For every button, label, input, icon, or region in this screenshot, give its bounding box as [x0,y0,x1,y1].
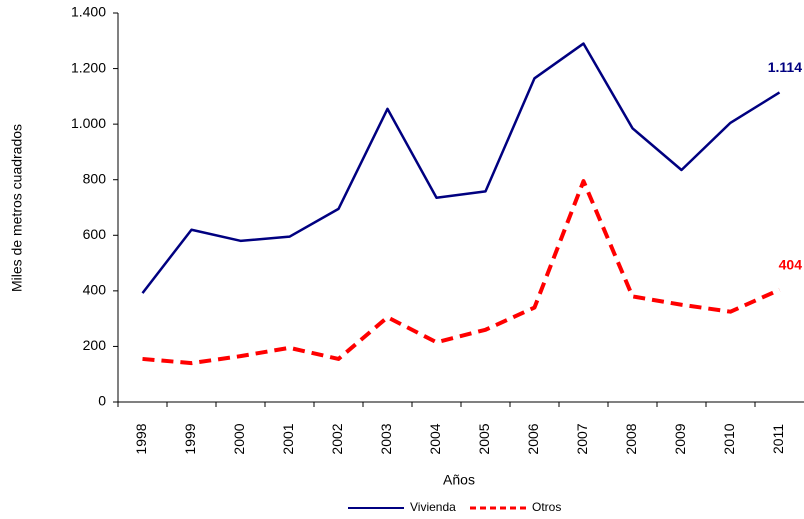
x-tick-label: 2008 [623,423,639,454]
legend-label: Vivienda [410,500,456,514]
y-axis-label: Miles de metros cuadrados [9,124,25,292]
x-tick-label: 2005 [476,423,492,454]
x-axis-label: Años [443,472,475,488]
x-tick-label: 2002 [329,423,345,454]
y-tick-label: 1.000 [71,115,106,131]
x-tick-label: 2001 [280,423,296,454]
y-tick-label: 200 [83,337,107,353]
y-tick-label: 800 [83,170,107,186]
x-tick-label: 2003 [378,423,394,454]
x-tick-label: 1998 [133,423,149,454]
series-line [142,179,781,366]
series-line [141,42,781,294]
x-tick-label: 2007 [574,423,590,454]
data-label: 404 [779,256,803,272]
x-tick-label: 2006 [525,423,541,454]
y-tick-label: 1.200 [71,59,106,75]
y-tick-label: 1.400 [71,4,106,20]
data-label: 1.114 [768,59,802,75]
y-tick-label: 0 [98,393,106,409]
x-tick-label: 2004 [427,423,443,454]
x-tick-label: 2000 [231,423,247,454]
x-tick-label: 1999 [182,423,198,454]
y-tick-label: 600 [83,226,107,242]
legend-label: Otros [532,500,561,514]
x-tick-label: 2009 [672,423,688,454]
y-tick-label: 400 [83,282,107,298]
x-tick-label: 2011 [770,424,786,454]
x-tick-label: 2010 [721,423,737,454]
